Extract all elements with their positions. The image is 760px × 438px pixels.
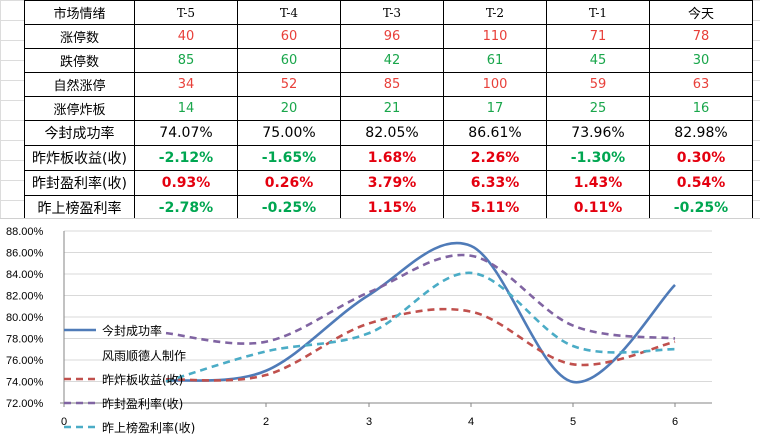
y-tick-label: 86.00% [6, 248, 44, 260]
line-chart-svg: 72.00% 74.00% 76.00% 78.00% 80.00% 82.00% 84.0… [6, 226, 712, 435]
row-label[interactable]: 涨停炸板 [24, 96, 135, 121]
legend-label: 今封成功率 [102, 323, 162, 338]
series-line-4 [165, 271, 676, 383]
table-cell[interactable]: 96 [340, 24, 444, 49]
table-cell[interactable]: 1.15% [340, 195, 444, 221]
table-cell[interactable]: 0.11% [546, 195, 650, 221]
market-sentiment-table: 市场情绪 T-5 T-4 T-3 T-2 T-1 今天 涨停数 40 60 96 110… [24, 0, 753, 221]
y-tick-label: 88.00% [6, 226, 44, 238]
table-cell[interactable]: 85 [134, 48, 238, 73]
table-cell[interactable]: 5.11% [443, 195, 547, 221]
header-cell[interactable]: T-3 [340, 0, 444, 25]
table-cell[interactable]: 14 [134, 96, 238, 121]
table-row: 昨封盈利率(收) 0.93% 0.26% 3.79% 6.33% 1.43% 0.54% [24, 170, 753, 196]
legend-label: 昨封盈利率(收) [102, 396, 183, 411]
table-row: 昨上榜盈利率 -2.78% -0.25% 1.15% 5.11% 0.11% -0.25% [24, 195, 753, 221]
table-cell[interactable]: 2.26% [443, 145, 547, 171]
y-tick-label: 84.00% [6, 269, 44, 281]
table-cell[interactable]: -2.12% [134, 145, 238, 171]
x-tick-label: 5 [570, 416, 576, 428]
y-tick-label: 72.00% [6, 398, 44, 410]
y-tick-label: 80.00% [6, 312, 44, 324]
table-cell[interactable]: -1.65% [237, 145, 341, 171]
table-row: 涨停炸板 14 20 21 17 25 16 [24, 96, 753, 121]
series-line-3 [165, 253, 676, 345]
table-cell[interactable]: 3.79% [340, 170, 444, 196]
table-cell[interactable]: 20 [237, 96, 341, 121]
table-cell[interactable]: 60 [237, 48, 341, 73]
series-line-1 [165, 241, 676, 384]
table-cell[interactable]: 21 [340, 96, 444, 121]
table-cell[interactable]: 42 [340, 48, 444, 73]
table-cell[interactable]: 100 [443, 72, 547, 97]
y-tick-label: 78.00% [6, 334, 44, 346]
y-tick-label: 76.00% [6, 355, 44, 367]
table-cell[interactable]: 63 [649, 72, 753, 97]
x-tick-label: 3 [366, 416, 372, 428]
table-cell[interactable]: -0.25% [237, 195, 341, 221]
row-label[interactable]: 昨炸板收益(收) [24, 145, 135, 171]
table-cell[interactable]: 30 [649, 48, 753, 73]
table-cell[interactable]: -1.30% [546, 145, 650, 171]
x-tick-label: 0 [61, 416, 67, 428]
x-tick-label: 2 [263, 416, 269, 428]
table-cell[interactable]: 16 [649, 96, 753, 121]
x-tick-label: 4 [468, 416, 474, 428]
table-cell[interactable]: 17 [443, 96, 547, 121]
table-row: 跌停数 85 60 42 61 45 30 [24, 48, 753, 73]
table-cell[interactable]: 6.33% [443, 170, 547, 196]
row-label[interactable]: 昨封盈利率(收) [24, 170, 135, 196]
legend-label: 昨炸板收益(收) [102, 373, 183, 387]
table-cell[interactable]: 25 [546, 96, 650, 121]
table-cell[interactable]: 85 [340, 72, 444, 97]
row-label[interactable]: 自然涨停 [24, 72, 135, 97]
series-line-2 [165, 307, 676, 382]
table-row: 涨停数 40 60 96 110 71 78 [24, 24, 753, 49]
table-cell[interactable]: 1.43% [546, 170, 650, 196]
table-cell[interactable]: 71 [546, 24, 650, 49]
line-chart: 72.00% 74.00% 76.00% 78.00% 80.00% 82.00% 84.0… [0, 218, 760, 438]
header-cell[interactable]: 市场情绪 [24, 0, 135, 25]
table-row: 昨炸板收益(收) -2.12% -1.65% 1.68% 2.26% -1.30% 0.30… [24, 145, 753, 171]
table-cell[interactable]: 73.96% [546, 120, 650, 146]
table-cell[interactable]: 75.00% [237, 120, 341, 146]
table-cell[interactable]: 0.26% [237, 170, 341, 196]
row-label[interactable]: 今封成功率 [24, 120, 135, 146]
table-header-row: 市场情绪 T-5 T-4 T-3 T-2 T-1 今天 [24, 0, 753, 25]
table-cell[interactable]: 60 [237, 24, 341, 49]
table-cell[interactable]: -0.25% [649, 195, 753, 221]
table-cell[interactable]: 82.98% [649, 120, 753, 146]
table-cell[interactable]: 1.68% [340, 145, 444, 171]
row-label[interactable]: 昨上榜盈利率 [24, 195, 135, 221]
x-tick-label: 6 [672, 416, 678, 428]
header-cell[interactable]: T-5 [134, 0, 238, 25]
header-cell[interactable]: T-4 [237, 0, 341, 25]
row-label[interactable]: 涨停数 [24, 24, 135, 49]
header-cell[interactable]: T-2 [443, 0, 547, 25]
table-cell[interactable]: 0.54% [649, 170, 753, 196]
table-cell[interactable]: 86.61% [443, 120, 547, 146]
legend-credit-text: 风雨顺德人制作 [102, 348, 186, 363]
table-cell[interactable]: 0.30% [649, 145, 753, 171]
header-cell[interactable]: 今天 [649, 0, 753, 25]
table-cell[interactable]: -2.78% [134, 195, 238, 221]
row-label[interactable]: 跌停数 [24, 48, 135, 73]
y-tick-label: 74.00% [6, 377, 44, 389]
table-cell[interactable]: 74.07% [134, 120, 238, 146]
table-cell[interactable]: 52 [237, 72, 341, 97]
table-row: 自然涨停 34 52 85 100 59 63 [24, 72, 753, 97]
table-cell[interactable]: 61 [443, 48, 547, 73]
table-cell[interactable]: 59 [546, 72, 650, 97]
legend-label: 昨上榜盈利率(收) [102, 420, 195, 435]
header-cell[interactable]: T-1 [546, 0, 650, 25]
table-cell[interactable]: 45 [546, 48, 650, 73]
table-cell[interactable]: 78 [649, 24, 753, 49]
table-cell[interactable]: 40 [134, 24, 238, 49]
table-row: 今封成功率 74.07% 75.00% 82.05% 86.61% 73.96% 82.98… [24, 120, 753, 146]
table-cell[interactable]: 110 [443, 24, 547, 49]
table-cell[interactable]: 0.93% [134, 170, 238, 196]
y-tick-label: 82.00% [6, 291, 44, 303]
table-cell[interactable]: 34 [134, 72, 238, 97]
table-cell[interactable]: 82.05% [340, 120, 444, 146]
